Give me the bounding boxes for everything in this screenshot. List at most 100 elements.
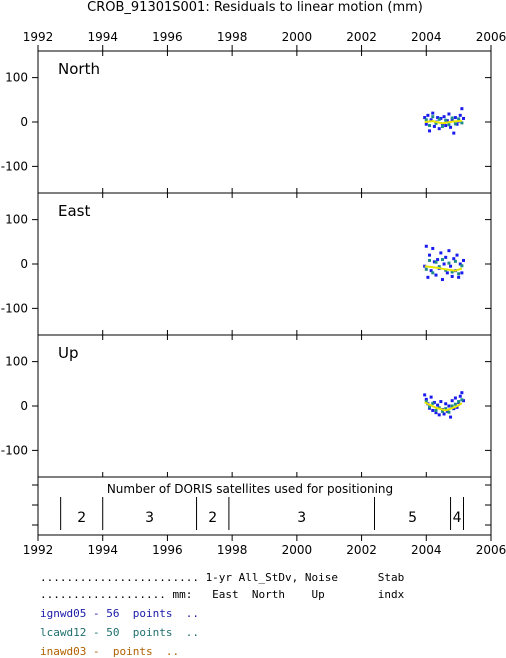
data-point [424, 122, 428, 126]
data-point [436, 116, 440, 120]
data-point [460, 121, 464, 125]
bottom-x-tick-label: 1998 [217, 543, 248, 557]
y-tick-label: 100 [5, 213, 28, 227]
footer-stats-units: ................... mm: East North Up in… [40, 588, 405, 601]
data-point [458, 262, 462, 266]
satellite-count: 5 [408, 510, 417, 526]
panel-label: Up [58, 344, 79, 362]
bottom-x-tick-label: 1996 [152, 543, 183, 557]
panel-label: North [58, 60, 100, 78]
panels: 100 0 -100 North 100 0 -100 East 100 0 -100 Up [1, 50, 492, 478]
fit-curve [424, 119, 462, 125]
data-point [432, 400, 436, 404]
data-point [455, 122, 459, 126]
data-point [447, 404, 451, 408]
data-point [442, 412, 446, 416]
data-point [452, 131, 456, 135]
data-point [457, 272, 461, 276]
data-point [445, 271, 449, 275]
data-point [445, 409, 449, 413]
data-point [457, 275, 461, 279]
data-point [442, 115, 446, 119]
data-point [450, 270, 454, 274]
satellite-count-panel: Number of DORIS satellites used for posi… [32, 476, 492, 536]
data-point [449, 264, 453, 268]
data-point [428, 405, 432, 409]
data-point [437, 413, 441, 417]
chart-title: CROB_91301S001: Residuals to linear moti… [87, 0, 423, 15]
y-tick-label: -100 [1, 443, 28, 457]
y-tick-label: 0 [20, 115, 28, 129]
data-point [447, 261, 451, 265]
data-point [445, 119, 449, 123]
panel-label: East [58, 202, 90, 220]
data-point [424, 267, 428, 271]
data-point [447, 112, 451, 116]
data-point [431, 111, 435, 115]
y-tick-label: 0 [20, 257, 28, 271]
data-point [460, 391, 464, 395]
panel-up: 100 0 -100 Up [1, 334, 492, 478]
data-point [447, 410, 451, 414]
data-point [450, 399, 454, 403]
satellite-panel-frame [37, 476, 492, 536]
data-point [429, 118, 433, 122]
data-point [423, 116, 427, 120]
data-point [442, 262, 446, 266]
data-point [452, 407, 456, 411]
bottom-x-axis: 1992 1994 1996 1998 2000 2002 2004 2006 [23, 535, 506, 557]
data-point [434, 408, 438, 412]
data-point [432, 124, 436, 128]
y-tick-label: 100 [5, 355, 28, 369]
data-point [436, 258, 440, 262]
data-point [440, 409, 444, 413]
data-point [440, 258, 444, 262]
data-point [440, 278, 444, 282]
data-point [455, 253, 459, 257]
bottom-x-tick-label: 2000 [282, 543, 313, 557]
data-point [461, 258, 465, 262]
data-point [428, 258, 432, 262]
data-point [461, 399, 465, 403]
y-tick-label: 100 [5, 71, 28, 85]
top-x-tick-label: 1996 [152, 30, 183, 44]
data-point [423, 264, 427, 268]
data-point [429, 269, 433, 273]
data-point [437, 127, 441, 131]
data-point [431, 401, 435, 405]
data-point [424, 397, 428, 401]
data-point [431, 271, 435, 275]
data-point [434, 411, 438, 415]
data-point [444, 255, 448, 259]
bottom-x-tick-label: 2002 [346, 543, 377, 557]
satellite-count: 2 [208, 510, 217, 526]
data-point [450, 118, 454, 122]
top-x-axis: 1992 1994 1996 1998 2000 2002 2004 2006 [23, 30, 506, 51]
data-point [452, 257, 456, 261]
data-point [426, 275, 430, 279]
data-point [431, 246, 435, 250]
y-tick-label: 0 [20, 399, 28, 413]
data-point [444, 402, 448, 406]
top-x-tick-label: 1998 [217, 30, 248, 44]
data-point [458, 113, 462, 117]
bottom-x-tick-label: 2004 [411, 543, 442, 557]
panel-east: 100 0 -100 East [1, 192, 492, 336]
residuals-chart: CROB_91301S001: Residuals to linear moti… [1, 0, 506, 557]
data-point [437, 265, 441, 269]
data-point [461, 116, 465, 120]
bottom-x-tick-label: 1992 [23, 543, 54, 557]
data-point [424, 118, 428, 122]
data-point [431, 408, 435, 412]
data-point [439, 251, 443, 255]
footer-stats-header: ........................ 1-yr All_StDv, … [40, 571, 405, 584]
data-point [453, 402, 457, 406]
data-point [453, 259, 457, 263]
data-point [453, 396, 457, 400]
y-tick-label: -100 [1, 159, 28, 173]
bottom-x-tick-label: 2006 [476, 543, 506, 557]
data-point [444, 118, 448, 122]
data-point [447, 249, 451, 253]
data-point [436, 403, 440, 407]
footer-solution-lcawd12: lcawd12 - 50 points .. [40, 626, 199, 639]
